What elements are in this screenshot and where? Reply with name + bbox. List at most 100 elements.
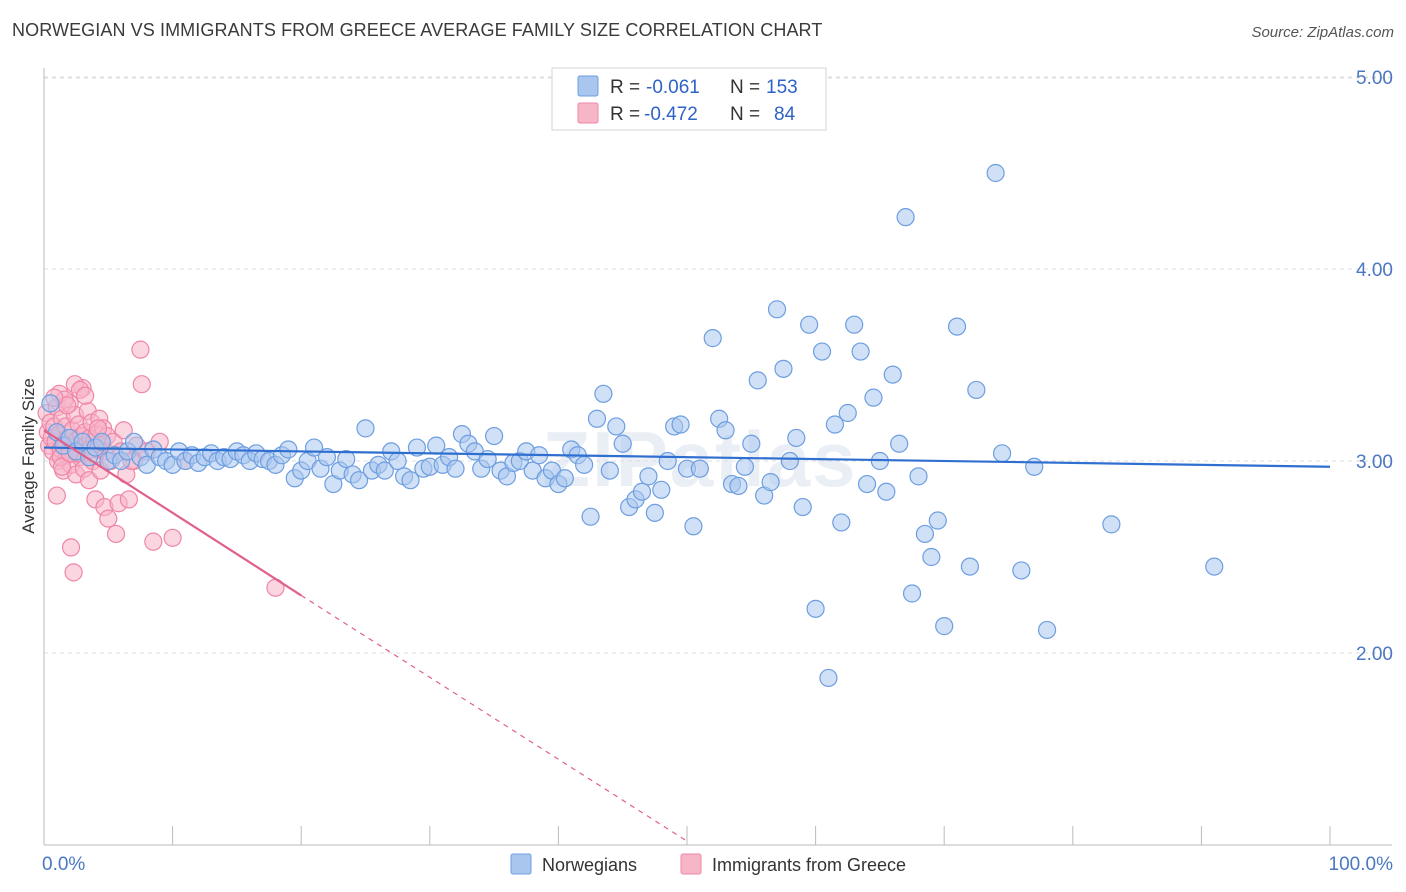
point-norwegian	[735, 457, 754, 476]
point-norwegian	[774, 359, 793, 378]
point-norwegian	[446, 459, 465, 478]
point-norwegian	[890, 434, 909, 453]
point-norwegian	[41, 394, 60, 413]
point-norwegian	[1205, 557, 1224, 576]
point-norwegian	[902, 584, 922, 603]
point-norwegian	[92, 432, 111, 451]
point-norwegian	[838, 403, 857, 423]
x-tick-label-start: 0.0%	[42, 854, 85, 875]
point-norwegian	[767, 300, 787, 319]
point-greece	[163, 528, 182, 547]
legend-n-value-1: 153	[766, 77, 798, 98]
correlation-legend: R = -0.061 N = 153 R = -0.472 N = 84	[551, 67, 827, 131]
point-norwegian	[812, 342, 832, 361]
legend-swatch-pink	[577, 102, 599, 124]
series-norwegians	[41, 163, 1224, 688]
gridlines	[44, 76, 1392, 654]
legend-swatch-blue	[577, 75, 599, 97]
chart-title: NORWEGIAN VS IMMIGRANTS FROM GREECE AVER…	[12, 20, 823, 40]
point-norwegian	[742, 434, 761, 453]
y-tick-label: 5.00	[1356, 68, 1393, 89]
point-norwegian	[671, 415, 690, 434]
y-tick-label: 2.00	[1356, 644, 1393, 665]
trendlines	[43, 429, 1331, 842]
point-norwegian	[716, 421, 735, 440]
legend-n-value-2: 84	[774, 104, 796, 125]
source-label: Source: ZipAtlas.com	[1251, 24, 1394, 41]
point-norwegian	[1025, 457, 1044, 476]
point-norwegian	[857, 474, 877, 494]
point-norwegian	[575, 455, 594, 474]
y-tick-labels: 2.00 3.00 4.00 5.00	[1356, 68, 1393, 665]
point-greece	[119, 490, 138, 509]
point-norwegian	[407, 438, 427, 457]
bottom-legend-swatch-blue	[510, 853, 532, 875]
legend-r-value-1: -0.061	[646, 77, 700, 98]
point-norwegian	[690, 459, 709, 478]
point-greece	[132, 375, 151, 394]
point-norwegian	[652, 480, 671, 499]
point-norwegian	[832, 513, 851, 532]
point-norwegian	[896, 208, 915, 227]
point-norwegian	[349, 471, 369, 490]
point-norwegian	[748, 371, 767, 390]
point-norwegian	[864, 388, 883, 407]
bottom-legend-norwegians: Norwegians	[542, 855, 637, 875]
point-greece	[61, 538, 81, 557]
point-greece	[99, 509, 118, 528]
legend-n-label-2: N =	[730, 104, 760, 125]
point-norwegian	[800, 315, 819, 334]
x-tick-label-end: 100.0%	[1329, 854, 1394, 875]
point-norwegian	[992, 444, 1012, 463]
point-norwegian	[639, 467, 658, 486]
point-norwegian	[806, 599, 825, 618]
point-norwegian	[780, 451, 799, 471]
point-norwegian	[684, 517, 703, 536]
point-norwegian	[581, 507, 600, 526]
point-norwegian	[401, 471, 420, 490]
point-norwegian	[337, 449, 356, 469]
point-greece	[106, 524, 126, 544]
legend-r-value-2: -0.472	[644, 104, 698, 125]
point-greece	[47, 486, 66, 505]
point-norwegian	[1102, 515, 1121, 534]
point-norwegian	[485, 426, 504, 446]
point-norwegian	[877, 482, 896, 501]
point-norwegian	[375, 461, 394, 480]
point-norwegian	[388, 451, 407, 471]
point-norwegian	[600, 461, 619, 480]
point-norwegian	[703, 329, 722, 348]
point-norwegian	[787, 428, 806, 448]
point-norwegian	[967, 380, 986, 400]
point-norwegian	[935, 617, 954, 636]
point-greece	[64, 563, 83, 582]
point-norwegian	[845, 315, 864, 334]
bottom-legend-greece: Immigrants from Greece	[712, 855, 906, 875]
point-norwegian	[928, 511, 947, 530]
point-norwegian	[960, 557, 980, 576]
point-norwegian	[632, 482, 652, 501]
point-norwegian	[825, 415, 844, 434]
point-norwegian	[607, 417, 626, 436]
point-norwegian	[594, 384, 613, 403]
point-norwegian	[819, 668, 838, 688]
y-tick-label: 4.00	[1356, 260, 1393, 281]
point-greece	[52, 457, 72, 476]
x-tick-labels: 0.0% 100.0%	[42, 854, 1393, 875]
y-axis-label: Average Family Size	[19, 378, 38, 534]
point-norwegian	[883, 365, 902, 384]
legend-r-label-2: R =	[610, 104, 640, 125]
point-norwegian	[645, 503, 664, 522]
y-tick-label: 3.00	[1356, 452, 1393, 473]
bottom-legend-swatch-pink	[680, 853, 702, 875]
legend-n-label-1: N =	[730, 77, 760, 98]
point-norwegian	[851, 342, 870, 361]
point-greece	[131, 340, 150, 359]
point-norwegian	[761, 473, 780, 492]
point-norwegian	[587, 409, 607, 428]
axes	[43, 68, 1392, 846]
point-norwegian	[915, 524, 935, 544]
legend-r-label-1: R =	[610, 77, 640, 98]
point-norwegian	[555, 469, 574, 488]
point-norwegian	[1012, 561, 1031, 580]
